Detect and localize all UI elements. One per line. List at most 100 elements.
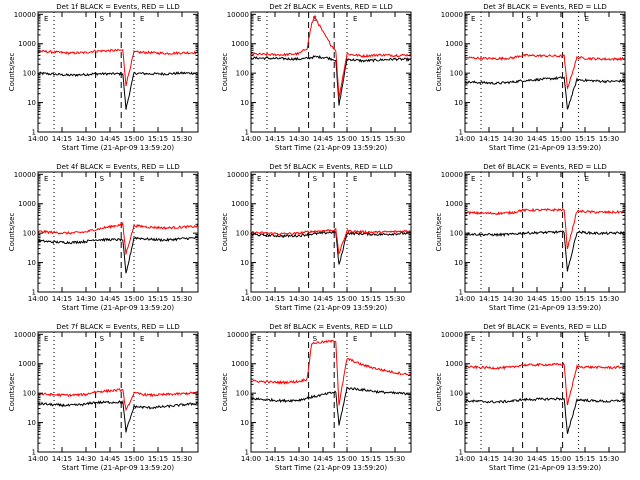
region-marker: E	[471, 15, 475, 23]
events-series-line	[250, 54, 412, 106]
x-tick-label: 15:30	[172, 455, 192, 463]
region-marker: S	[527, 335, 532, 343]
detector-panel: Det 6f BLACK = Events, RED = LLD E S E 1 10 10…	[435, 163, 626, 312]
region-marker: S	[313, 335, 318, 343]
region-marker: E	[471, 335, 475, 343]
y-tick-label: 100	[450, 70, 463, 78]
plot-frame	[37, 11, 199, 133]
x-tick-label: 15:00	[551, 455, 571, 463]
detector-panel: Det 3f BLACK = Events, RED = LLD E S E 1 10 10…	[435, 3, 626, 152]
region-marker: E	[353, 335, 357, 343]
region-marker: E	[257, 335, 261, 343]
x-tick-label: 15:00	[551, 135, 571, 143]
lld-series-line	[464, 207, 626, 250]
events-series-line	[37, 399, 199, 433]
detector-panel: Det 2f BLACK = Events, RED = LLD E S E 1 10 10…	[221, 3, 412, 152]
y-tick-label: 1000	[231, 360, 249, 368]
region-marker: S	[100, 335, 105, 343]
x-tick-label: 14:15	[52, 295, 72, 303]
lld-series-line	[464, 53, 626, 90]
x-tick-label: 15:30	[599, 455, 619, 463]
region-marker: S	[527, 15, 532, 23]
x-tick-label: 14:00	[28, 135, 48, 143]
x-axis-label: Start Time (21-Apr-09 13:59:20)	[62, 144, 174, 152]
panel-title: Det 5f BLACK = Events, RED = LLD	[269, 163, 392, 171]
y-tick-label: 10000	[441, 171, 463, 179]
y-tick-label: 10	[240, 419, 249, 427]
x-tick-label: 14:15	[265, 295, 285, 303]
detector-panel: Det 1f BLACK = Events, RED = LLD E S E 1 10 10…	[8, 3, 199, 152]
y-tick-label: 10000	[227, 171, 249, 179]
y-tick-label: 1	[245, 129, 249, 137]
y-axis-label: Counts/sec	[221, 373, 229, 412]
y-tick-label: 1000	[445, 40, 463, 48]
x-tick-label: 14:45	[527, 455, 547, 463]
y-tick-label: 1000	[445, 200, 463, 208]
lld-series-line	[464, 362, 626, 406]
x-tick-label: 15:00	[337, 455, 357, 463]
y-tick-label: 10000	[441, 331, 463, 339]
x-tick-label: 14:00	[241, 295, 261, 303]
region-marker: S	[100, 175, 105, 183]
plot-frame	[250, 171, 412, 293]
x-tick-label: 14:15	[265, 455, 285, 463]
y-tick-label: 1000	[231, 40, 249, 48]
y-tick-label: 100	[23, 390, 36, 398]
x-tick-label: 15:15	[575, 295, 595, 303]
x-tick-label: 15:30	[172, 135, 192, 143]
y-tick-label: 100	[23, 230, 36, 238]
y-tick-label: 10000	[227, 11, 249, 19]
region-marker: E	[140, 175, 144, 183]
y-tick-label: 10	[240, 259, 249, 267]
y-tick-label: 10	[454, 419, 463, 427]
lld-series-line	[37, 388, 199, 412]
plot-frame	[37, 331, 199, 453]
x-tick-label: 14:00	[455, 455, 475, 463]
y-axis-label: Counts/sec	[8, 373, 16, 412]
plot-frame	[464, 331, 626, 453]
y-tick-label: 10000	[14, 171, 36, 179]
events-series-line	[464, 75, 626, 110]
x-tick-label: 14:30	[503, 455, 523, 463]
x-tick-label: 14:15	[479, 455, 499, 463]
panel-title: Det 1f BLACK = Events, RED = LLD	[56, 3, 179, 11]
x-tick-label: 14:45	[527, 295, 547, 303]
x-axis-label: Start Time (21-Apr-09 13:59:20)	[62, 464, 174, 472]
x-tick-label: 15:15	[148, 295, 168, 303]
detector-panel: Det 4f BLACK = Events, RED = LLD E S E 1 10 10…	[8, 163, 199, 312]
x-tick-label: 14:45	[313, 295, 333, 303]
y-tick-label: 100	[450, 230, 463, 238]
x-tick-label: 15:30	[599, 295, 619, 303]
panel-title: Det 4f BLACK = Events, RED = LLD	[56, 163, 179, 171]
x-tick-label: 15:15	[575, 455, 595, 463]
x-tick-label: 14:30	[289, 455, 309, 463]
events-series-line	[250, 230, 412, 265]
detector-panel: Det 9f BLACK = Events, RED = LLD E S E 1 10 10…	[435, 323, 626, 472]
region-marker: E	[44, 335, 48, 343]
y-tick-label: 1	[245, 289, 249, 297]
detector-panel: Det 5f BLACK = Events, RED = LLD E S E 1 10 10…	[221, 163, 412, 312]
y-axis-label: Counts/sec	[8, 213, 16, 252]
y-tick-label: 10	[454, 259, 463, 267]
region-marker: E	[257, 175, 261, 183]
x-tick-label: 15:15	[148, 135, 168, 143]
x-tick-label: 15:00	[124, 135, 144, 143]
x-tick-label: 14:15	[265, 135, 285, 143]
x-tick-label: 15:00	[337, 135, 357, 143]
x-tick-label: 14:30	[503, 135, 523, 143]
x-tick-label: 15:30	[599, 135, 619, 143]
y-tick-label: 10	[454, 99, 463, 107]
y-tick-label: 1000	[18, 200, 36, 208]
x-tick-label: 15:15	[575, 135, 595, 143]
x-tick-label: 15:15	[361, 135, 381, 143]
x-tick-label: 14:15	[52, 135, 72, 143]
x-tick-label: 15:00	[337, 295, 357, 303]
x-axis-label: Start Time (21-Apr-09 13:59:20)	[275, 304, 387, 312]
x-tick-label: 14:00	[455, 135, 475, 143]
region-marker: E	[44, 15, 48, 23]
region-marker: S	[313, 15, 318, 23]
y-tick-label: 100	[236, 70, 249, 78]
region-marker: E	[140, 335, 144, 343]
y-tick-label: 1000	[445, 360, 463, 368]
plot-frame	[464, 171, 626, 293]
